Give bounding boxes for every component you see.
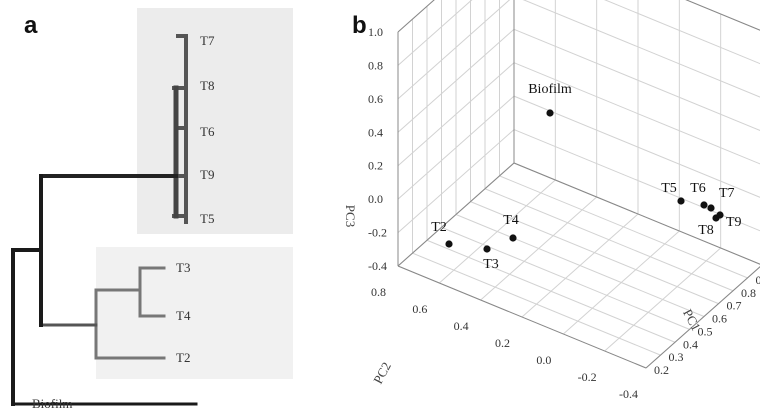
- frame-right-bottom: [645, 266, 760, 369]
- data-point: [509, 234, 517, 242]
- axis-ticks: -0.4-0.20.00.20.40.60.81.00.80.60.40.20.…: [368, 25, 760, 401]
- pc3-tick-label: 0.4: [368, 125, 383, 139]
- dendrogram-leaves: T7 T8 T6 T9 T5 T3 T4 T2 Biofilm: [32, 33, 215, 411]
- data-point-label: T4: [503, 213, 519, 228]
- pc3-tick-label: -0.2: [368, 226, 387, 240]
- data-point: [700, 201, 708, 209]
- pc3-tick-label: 0.0: [368, 192, 383, 206]
- data-point-label: T3: [483, 257, 499, 272]
- data-point-label: T7: [719, 186, 735, 201]
- data-point: [707, 204, 715, 212]
- pc1-tick-label: 0.4: [683, 337, 698, 351]
- data-point: [483, 245, 491, 253]
- frame-back-top: [685, 0, 760, 31]
- frame-back-bottom: [513, 162, 760, 265]
- leaf-label: T2: [176, 350, 190, 365]
- frame-left-bottom: [397, 162, 515, 267]
- pc1-tick-label: 0.7: [727, 299, 742, 313]
- data-points: Biofilm T2 T3 T4 T5 T6 T7 T8 T9: [431, 82, 741, 272]
- data-point-label: T9: [726, 215, 742, 230]
- pca-3d-plot: -0.4-0.20.00.20.40.60.81.00.80.60.40.20.…: [343, 0, 760, 401]
- leaf-label: T4: [176, 308, 191, 323]
- pc1-tick-label: 0.3: [669, 350, 684, 364]
- data-point-label: Biofilm: [528, 82, 572, 97]
- grid-floor-pc1: [455, 214, 705, 317]
- pc3-tick-label: 1.0: [368, 25, 383, 39]
- pc2-tick-label: 0.8: [371, 285, 386, 299]
- data-point-label: T5: [661, 181, 677, 196]
- pc3-tick-label: -0.4: [368, 259, 387, 273]
- pc1-tick-label: 0.9: [756, 273, 760, 287]
- leaf-label: Biofilm: [32, 396, 72, 411]
- pc3-tick-label: 0.8: [368, 58, 383, 72]
- data-point-label: T2: [431, 220, 447, 235]
- pc2-axis-label: PC2: [370, 359, 394, 386]
- plot-frame: [397, 0, 760, 369]
- frame-left-top: [397, 0, 435, 33]
- grid-floor-pc1: [470, 201, 719, 305]
- data-point: [445, 240, 453, 248]
- leaf-label: T5: [200, 211, 214, 226]
- data-point-label: T6: [690, 181, 706, 196]
- data-point: [546, 109, 554, 117]
- cluster-shade-upper: [137, 8, 293, 234]
- leaf-label: T6: [200, 124, 215, 139]
- grid-floor-pc1: [499, 175, 748, 279]
- leaf-label: T9: [200, 167, 214, 182]
- grid-floor-pc1: [412, 252, 661, 356]
- pc2-tick-label: 0.0: [536, 353, 551, 367]
- pc2-tick-label: -0.4: [619, 387, 638, 401]
- pc3-axis-label: PC3: [343, 205, 358, 227]
- pc1-tick-label: 0.2: [654, 363, 669, 377]
- pc1-tick-label: 0.8: [741, 286, 756, 300]
- pc1-tick-label: 0.6: [712, 312, 727, 326]
- panel-a-letter: a: [24, 12, 38, 39]
- frame-front-bottom: [397, 265, 647, 369]
- pc1-tick-label: 0.5: [698, 324, 713, 338]
- pc2-tick-label: 0.4: [454, 319, 469, 333]
- leaf-label: T7: [200, 33, 215, 48]
- grid-back-h: [604, 0, 760, 65]
- dendrogram-branches: [11, 34, 198, 406]
- panel-b-letter: b: [352, 12, 367, 39]
- dendrogram: T7 T8 T6 T9 T5 T3 T4 T2 Biofilm: [11, 8, 293, 411]
- leaf-label: T3: [176, 260, 190, 275]
- grid-floor-pc1: [441, 226, 690, 330]
- data-point: [716, 211, 724, 219]
- pc2-tick-label: -0.2: [578, 370, 597, 384]
- pc3-tick-label: 0.2: [368, 159, 383, 173]
- pc3-tick-label: 0.6: [368, 92, 383, 106]
- pc2-tick-label: 0.6: [412, 302, 427, 316]
- data-point: [677, 197, 685, 205]
- leaf-label: T8: [200, 78, 214, 93]
- pc2-tick-label: 0.2: [495, 336, 510, 350]
- grid-floor-pc1: [426, 239, 676, 343]
- grid-floor-pc1: [484, 188, 734, 292]
- data-point-label: T8: [698, 223, 714, 238]
